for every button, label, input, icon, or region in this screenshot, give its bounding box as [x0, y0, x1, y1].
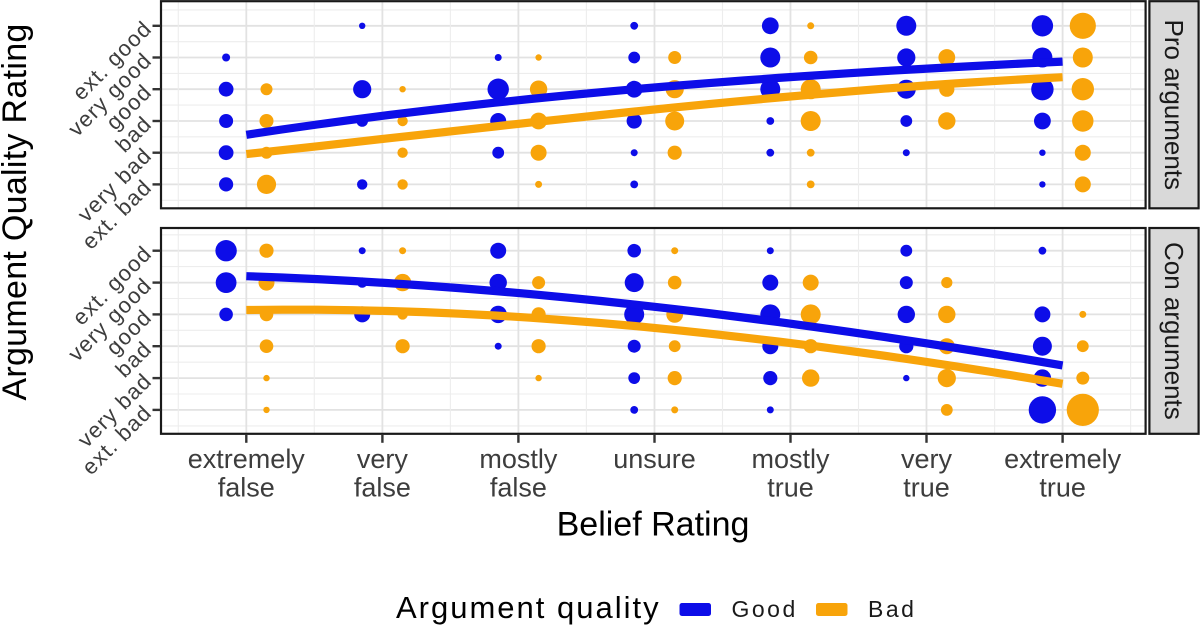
- svg-text:very: very: [901, 444, 953, 474]
- svg-text:true: true: [767, 473, 814, 503]
- svg-text:extremely: extremely: [1004, 444, 1122, 474]
- svg-text:mostly: mostly: [751, 444, 830, 474]
- svg-text:Argument quality: Argument quality: [396, 590, 661, 625]
- svg-text:false: false: [354, 473, 411, 503]
- svg-text:Argument Quality Rating: Argument Quality Rating: [0, 23, 34, 400]
- svg-text:unsure: unsure: [613, 444, 696, 474]
- svg-text:Pro arguments: Pro arguments: [1159, 20, 1189, 191]
- svg-text:false: false: [490, 473, 547, 503]
- svg-text:Belief Rating: Belief Rating: [557, 506, 750, 544]
- svg-text:very: very: [357, 444, 409, 474]
- svg-text:mostly: mostly: [479, 444, 558, 474]
- svg-text:false: false: [218, 473, 275, 503]
- svg-text:true: true: [1039, 473, 1086, 503]
- svg-text:Good: Good: [732, 596, 798, 622]
- svg-text:extremely: extremely: [188, 444, 306, 474]
- svg-text:Bad: Bad: [868, 596, 916, 622]
- svg-text:Con arguments: Con arguments: [1159, 242, 1189, 420]
- svg-text:true: true: [903, 473, 950, 503]
